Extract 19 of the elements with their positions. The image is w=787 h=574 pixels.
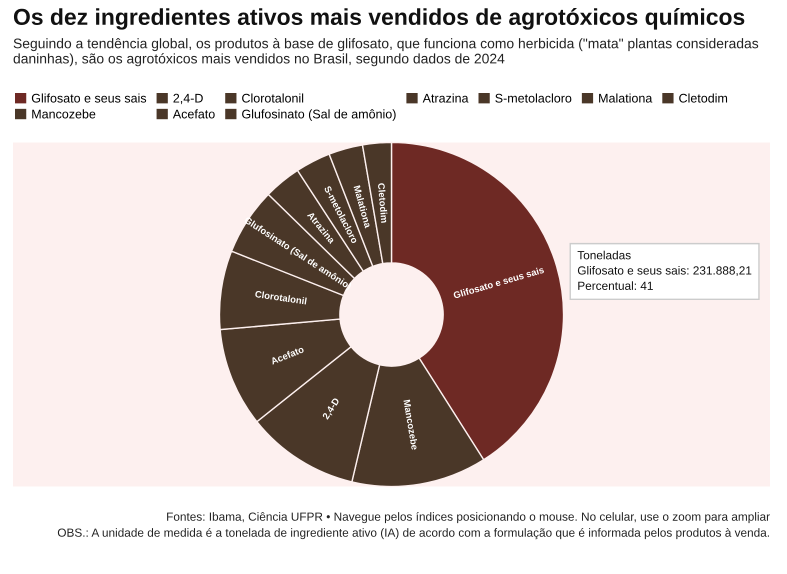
legend-label: 2,4-D xyxy=(173,94,203,104)
chart-title: Os dez ingredientes ativos mais vendidos de agrotóxicos químicos xyxy=(14,8,744,30)
slice-label: Glifosato e seus sais xyxy=(452,266,544,299)
legend-label: Mancozebe xyxy=(32,109,96,118)
text: Fontes: Ibama, Ciência UFPR • Navegue pelos índices posicionando o mouse. No celular, use o zoom para ampliar xyxy=(167,512,770,524)
legend-label: S-metolacloro xyxy=(495,93,572,103)
chart-subtitle: Seguindo a tendência global, os produtos à base de glifosato, que funciona como herbicida ("mata" plantas consideradas daninhas), são os agrotóxicos mais vendidos no Brasil, segundo dados de 2024 xyxy=(14,38,758,66)
slice-label: Cletodim xyxy=(378,182,388,223)
text: Toneladas Glifosato e seus sais: 231.888,21 Percentual: 41 xyxy=(578,250,752,290)
slice-label: Mancozebe xyxy=(403,400,419,450)
legend-label: Glufosinato (Sal de amônio) xyxy=(242,109,396,121)
legend-label: Atrazina xyxy=(422,93,468,103)
legend-label: Acefato xyxy=(172,109,215,118)
legend-label: Malationa xyxy=(599,93,652,103)
slice-label: Clorotalonil xyxy=(254,290,307,305)
legend-label: Glifosato e seus sais xyxy=(32,93,146,103)
legend-label: Cletodim xyxy=(679,93,728,103)
text: OBS.: A unidade de medida é a tonelada de ingrediente ativo (IA) de acordo com a formulação que é informada pelos produtos à venda. xyxy=(58,528,769,540)
legend-label: Clorotalonil xyxy=(242,93,304,103)
